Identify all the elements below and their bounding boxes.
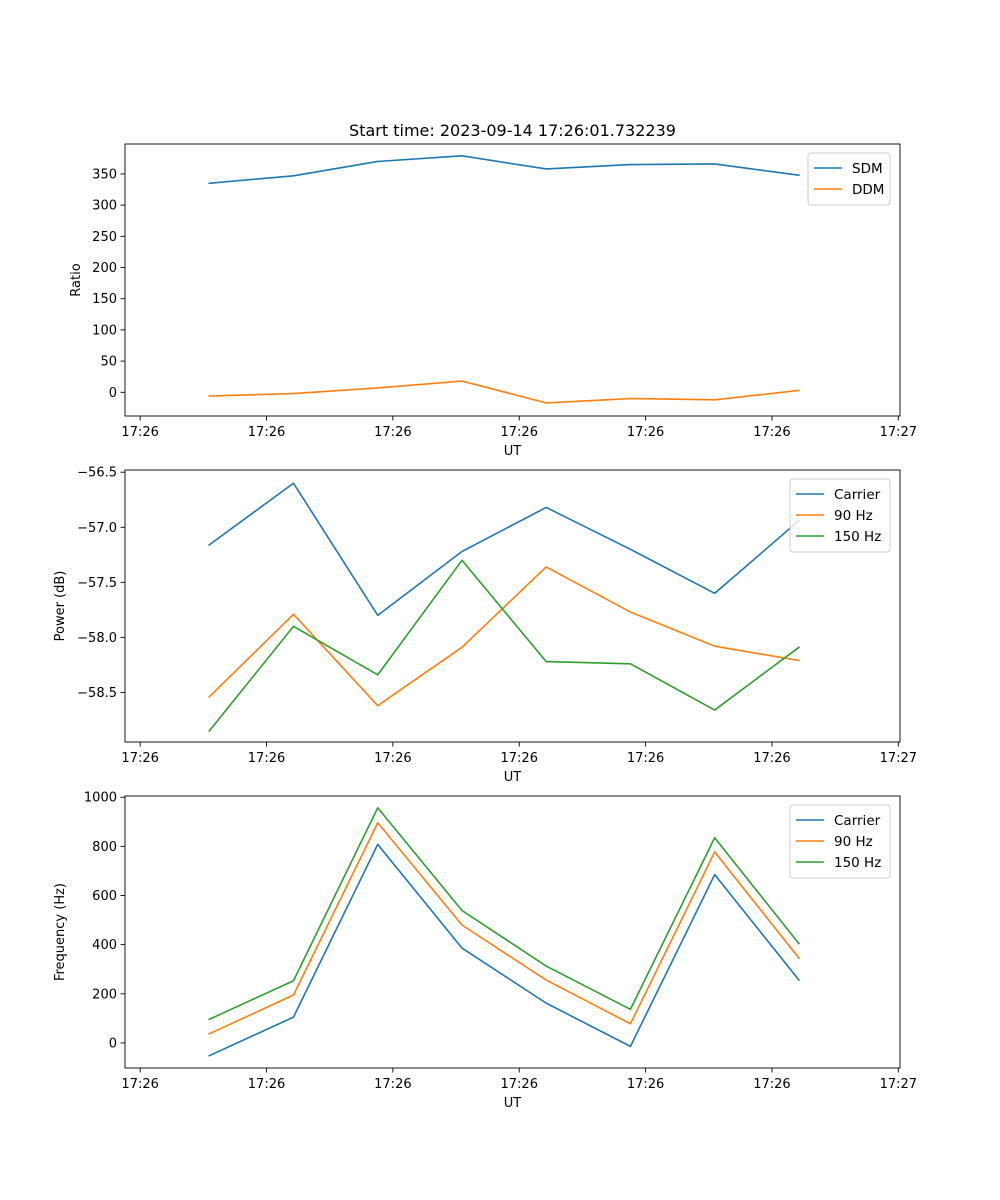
frequency-legend-box: [789, 804, 891, 879]
frequency-x-tick-label: 17:26: [374, 1077, 411, 1092]
power-x-tick-label: 17:26: [627, 751, 664, 766]
frequency-y-tick-label: 200: [92, 987, 117, 1002]
power-x-tick-label: 17:26: [248, 751, 285, 766]
frequency-x-tick-label: 17:26: [121, 1077, 158, 1092]
figure-title: Start time: 2023-09-14 17:26:01.732239: [349, 121, 676, 140]
ratio-legend-box: [807, 152, 891, 206]
subplot-frequency: 17:26 17:26 17:26 17:26 17:26 17:26 17:27 0 200 4…: [53, 791, 917, 1111]
ratio-series-line-ddm: [208, 380, 800, 404]
ratio-y-tick-label: 150: [92, 292, 117, 307]
ratio-series-line-sdm: [208, 155, 800, 185]
frequency-x-tick-label: 17:26: [501, 1077, 538, 1092]
frequency-legend: Carrier 90 Hz 150 Hz: [789, 804, 891, 879]
frequency-y-tick-label: 400: [92, 938, 117, 953]
power-series-line-90-hz: [208, 566, 800, 707]
power-x-axis-label: UT: [504, 770, 522, 785]
ratio-legend-label: DDM: [852, 182, 884, 198]
ratio-x-tick-label: 17:26: [374, 425, 411, 440]
ratio-legend: SDM DDM: [807, 152, 891, 206]
power-x-tick-label: 17:26: [501, 751, 538, 766]
frequency-x-tick-label: 17:26: [753, 1077, 790, 1092]
power-series-group: [208, 482, 801, 733]
power-x-tick-label: 17:26: [753, 751, 790, 766]
ratio-series-group: [208, 155, 800, 404]
ratio-x-tick-label: 17:26: [121, 425, 158, 440]
power-y-tick-label: −57.0: [77, 521, 117, 536]
frequency-series-group: [208, 806, 801, 1057]
ratio-axes-frame: [124, 143, 901, 417]
frequency-legend-label: Carrier: [834, 813, 881, 829]
ratio-y-axis-label: Ratio: [69, 263, 84, 296]
ratio-x-axis-label: UT: [504, 444, 522, 459]
ratio-y-tick-label: 350: [92, 167, 117, 182]
ratio-y-tick-label: 250: [92, 230, 117, 245]
frequency-x-axis-label: UT: [504, 1096, 522, 1111]
ratio-x-tick-label: 17:27: [880, 425, 917, 440]
frequency-y-tick-label: 800: [92, 840, 117, 855]
frequency-legend-label: 90 Hz: [834, 834, 873, 850]
ratio-x-tick-label: 17:26: [753, 425, 790, 440]
subplot-power: 17:26 17:26 17:26 17:26 17:26 17:26 17:27 −58.5…: [53, 466, 917, 785]
ratio-y-tick-label: 100: [92, 323, 117, 338]
ratio-y-tick-label: 200: [92, 261, 117, 276]
frequency-y-tick-label: 0: [109, 1036, 117, 1051]
power-y-tick-label: −58.5: [77, 686, 117, 701]
power-legend-box: [789, 478, 891, 553]
frequency-axes-frame: [124, 795, 901, 1069]
frequency-x-tick-label: 17:26: [248, 1077, 285, 1092]
frequency-series-line-90-hz: [208, 821, 801, 1035]
power-x-tick-label: 17:26: [121, 751, 158, 766]
power-legend-label: 150 Hz: [834, 529, 881, 545]
frequency-series-line-150-hz: [208, 806, 801, 1021]
ratio-x-tick-label: 17:26: [248, 425, 285, 440]
ratio-legend-label: SDM: [852, 161, 883, 177]
power-y-tick-label: −56.5: [77, 466, 117, 481]
frequency-legend-label: 150 Hz: [834, 855, 881, 871]
frequency-y-axis-label: Frequency (Hz): [53, 883, 68, 981]
power-x-tick-label: 17:26: [374, 751, 411, 766]
ratio-y-tick-label: 300: [92, 199, 117, 214]
frequency-y-tick-label: 600: [92, 889, 117, 904]
power-series-line-carrier: [208, 482, 801, 617]
power-y-tick-label: −58.0: [77, 631, 117, 646]
frequency-x-tick-label: 17:27: [880, 1077, 917, 1092]
power-legend-label: 90 Hz: [834, 508, 873, 524]
ratio-y-tick-label: 0: [109, 386, 117, 401]
power-y-axis-label: Power (dB): [53, 571, 68, 642]
subplot-ratio: 17:26 17:26 17:26 17:26 17:26 17:26 17:27 0 50 10…: [69, 143, 917, 459]
power-x-tick-label: 17:27: [880, 751, 917, 766]
power-legend-label: Carrier: [834, 487, 881, 503]
frequency-y-tick-label: 1000: [84, 791, 117, 806]
power-axes-frame: [124, 469, 901, 743]
frequency-series-line-carrier: [208, 843, 801, 1057]
ratio-x-tick-label: 17:26: [501, 425, 538, 440]
ratio-x-tick-label: 17:26: [627, 425, 664, 440]
frequency-x-tick-label: 17:26: [627, 1077, 664, 1092]
ratio-y-tick-label: 50: [100, 355, 117, 370]
power-series-line-150-hz: [208, 559, 801, 733]
power-legend: Carrier 90 Hz 150 Hz: [789, 478, 891, 553]
power-y-tick-label: −57.5: [77, 576, 117, 591]
